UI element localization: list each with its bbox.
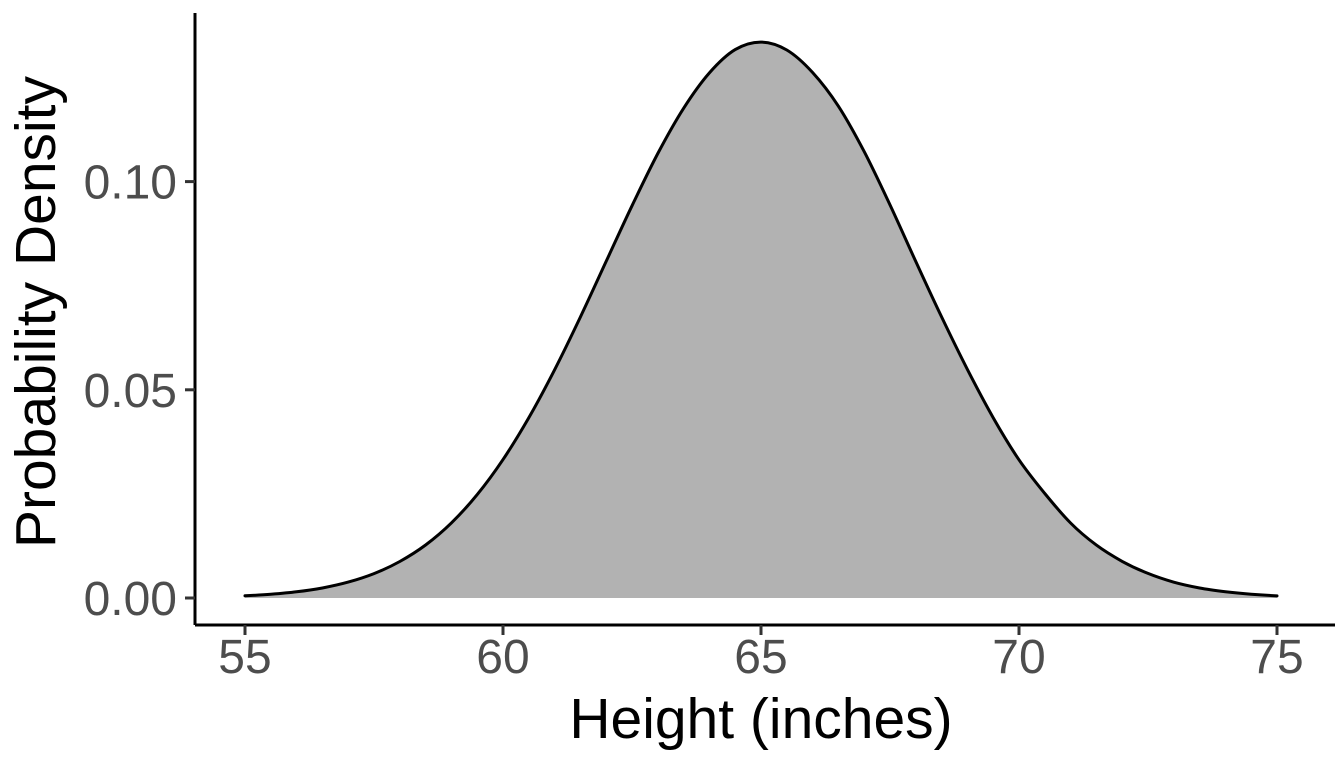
y-tick-label: 0.05	[84, 365, 177, 418]
x-tick-label: 60	[476, 631, 529, 684]
x-axis-ticks: 55 60 65 70 75	[218, 625, 1304, 684]
density-area	[245, 42, 1277, 599]
x-tick-label: 75	[1250, 631, 1303, 684]
y-axis-ticks: 0.00 0.05 0.10	[84, 157, 195, 626]
x-tick-label: 70	[992, 631, 1045, 684]
x-tick-label: 55	[218, 631, 271, 684]
x-axis-title: Height (inches)	[569, 687, 952, 751]
density-curve	[243, 40, 1279, 598]
y-tick-label: 0.00	[84, 573, 177, 626]
y-axis-title: Probability Density	[4, 75, 68, 548]
y-tick-label: 0.10	[84, 157, 177, 210]
x-tick-label: 65	[734, 631, 787, 684]
